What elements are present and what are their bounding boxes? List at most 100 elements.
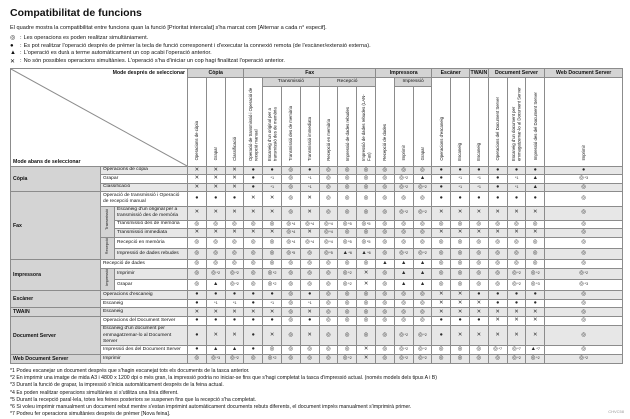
compatibility-symbol: ◎	[514, 239, 519, 246]
matrix-cell: ✕	[224, 205, 245, 221]
compatibility-symbol: ◎	[232, 250, 237, 257]
compatibility-symbol: ✕	[194, 166, 200, 173]
matrix-cell: *1	[506, 182, 527, 193]
compatibility-symbol: ◎	[401, 308, 407, 315]
compatibility-symbol: ●	[496, 195, 500, 202]
matrix-cell: ●	[262, 316, 282, 326]
rotated-header-row: Escaneig d'un original per a transmissió…	[11, 85, 623, 167]
compatibility-symbol: ●	[582, 166, 586, 173]
compatibility-symbol: ●	[496, 166, 500, 173]
compatibility-symbol: ●	[533, 166, 537, 173]
compatibility-symbol: ●	[477, 291, 481, 298]
compatibility-symbol: ◎	[420, 299, 425, 306]
column-header-label: Escaneig	[476, 143, 482, 161]
compatibility-symbol: ◎	[438, 270, 444, 277]
row-label: Escaneig	[99, 307, 189, 318]
footnote-marker: *2	[423, 184, 427, 189]
matrix-cell: ◎*4	[281, 219, 301, 230]
footnote-marker: *1	[232, 300, 237, 305]
matrix-cell: ✕	[224, 174, 245, 184]
column-group-header: Fax	[243, 67, 376, 78]
compatibility-symbol: ◎	[324, 220, 329, 227]
compatibility-symbol: ●	[251, 299, 255, 306]
matrix-cell: ✕	[299, 324, 320, 347]
column-header: Escaneig d'un document per emmagatzemar-…	[506, 76, 527, 167]
matrix-cell: ◎	[337, 307, 358, 318]
compatibility-symbol: ◎	[495, 281, 501, 288]
matrix-cell: ◎*2	[544, 267, 624, 280]
footnote-marker: *2	[536, 271, 540, 276]
footnote-marker: *3	[216, 356, 221, 361]
compatibility-symbol: ✕	[476, 308, 482, 315]
matrix-cell: ◎	[337, 174, 358, 184]
footnote-marker: *1	[514, 184, 519, 189]
matrix-cell: ◎	[487, 259, 508, 269]
matrix-cell: ◎	[318, 267, 339, 280]
matrix-cell: ◎	[337, 182, 358, 193]
compatibility-symbol: ▲	[532, 183, 538, 190]
compatibility-symbol: ●	[232, 291, 237, 298]
footnote-marker: *1	[308, 176, 312, 181]
compatibility-symbol: ◎	[194, 355, 200, 362]
matrix-cell: ◎	[356, 165, 376, 176]
compatibility-symbol: ◎	[363, 331, 369, 338]
compatibility-symbol: ◎	[399, 209, 404, 216]
matrix-cell: ◎*2	[224, 278, 245, 292]
compatibility-symbol: ◎	[344, 175, 350, 182]
row-group-label: Document Server	[10, 316, 101, 355]
legend-item: ●: Es pot realitzar l'operació després d…	[10, 42, 371, 49]
matrix-cell: ◎	[281, 290, 301, 300]
compatibility-symbol: ◎	[495, 260, 501, 267]
footnote-marker: *2	[235, 282, 239, 287]
compatibility-symbol: ◎	[495, 250, 501, 257]
matrix-cell: ◎	[337, 324, 358, 347]
matrix-cell: ●	[205, 191, 226, 207]
compatibility-symbol: ●	[439, 331, 443, 338]
matrix-cell: ◎	[281, 353, 301, 364]
compatibility-symbol: ●	[533, 195, 537, 202]
matrix-cell: ✕	[431, 290, 452, 300]
matrix-cell: ◎	[487, 278, 508, 292]
compatibility-symbol: ◎	[457, 250, 463, 257]
compatibility-symbol: ◎	[401, 220, 407, 227]
column-header: Transmissió des de memòria	[281, 85, 301, 167]
compatibility-symbol: ◎	[581, 308, 587, 315]
matrix-cell: ✕	[299, 307, 320, 318]
compatibility-symbol: ✕	[457, 308, 463, 315]
table-row: TWAIN Escaneig ✕ ✕ ✕ ✕ ✕ ◎ ✕ ◎ ◎ ◎ ◎ ◎ ◎ ✕ ✕ ✕ ✕ ✕ ✕ ◎	[10, 307, 624, 318]
compatibility-symbol: ▲	[361, 250, 367, 257]
compatibility-symbol: ◎	[363, 317, 369, 324]
matrix-cell: ●	[487, 174, 508, 184]
matrix-cell: ◎*2	[412, 324, 433, 347]
matrix-cell: ✕	[224, 165, 245, 176]
compatibility-symbol: ◎	[363, 299, 369, 306]
compatibility-symbol: ◎	[288, 166, 294, 173]
matrix-cell: ✕	[450, 205, 470, 221]
matrix-cell: ◎	[374, 307, 395, 318]
matrix-cell: ◎*5	[318, 247, 339, 261]
compatibility-symbol: ✕	[495, 308, 500, 315]
matrix-cell: ◎	[281, 191, 301, 207]
column-header-label: Imprimir	[581, 145, 586, 161]
compatibility-symbol: ✕	[439, 209, 444, 216]
compatibility-symbol: ◎	[324, 239, 329, 246]
compatibility-symbol: ◎	[401, 229, 407, 236]
row-label: Recepció de dades	[99, 259, 189, 269]
compatibility-symbol: ●	[308, 317, 312, 324]
footnote-marker: *2	[348, 356, 352, 361]
compatibility-symbol: ◎	[418, 331, 423, 338]
compatibility-symbol: ◎	[401, 291, 407, 298]
row-subgroup-label: Transmissió	[100, 205, 115, 238]
matrix-cell: ◎	[356, 307, 376, 318]
compatibility-symbol: ✕	[307, 209, 312, 216]
compatibility-symbol: ◎	[344, 299, 350, 306]
footnote-marker: *2	[584, 271, 589, 276]
matrix-cell: ◎	[187, 236, 207, 249]
matrix-cell: ◎	[412, 290, 433, 300]
matrix-cell: ◎	[393, 191, 414, 207]
matrix-cell: ◎	[318, 165, 339, 176]
footnote-marker: *2	[404, 356, 409, 361]
matrix-cell: ◎	[412, 165, 433, 176]
footnote-line: *3 Durant la funció de grapar, la impres…	[10, 382, 224, 389]
matrix-cell: *1	[224, 298, 245, 309]
